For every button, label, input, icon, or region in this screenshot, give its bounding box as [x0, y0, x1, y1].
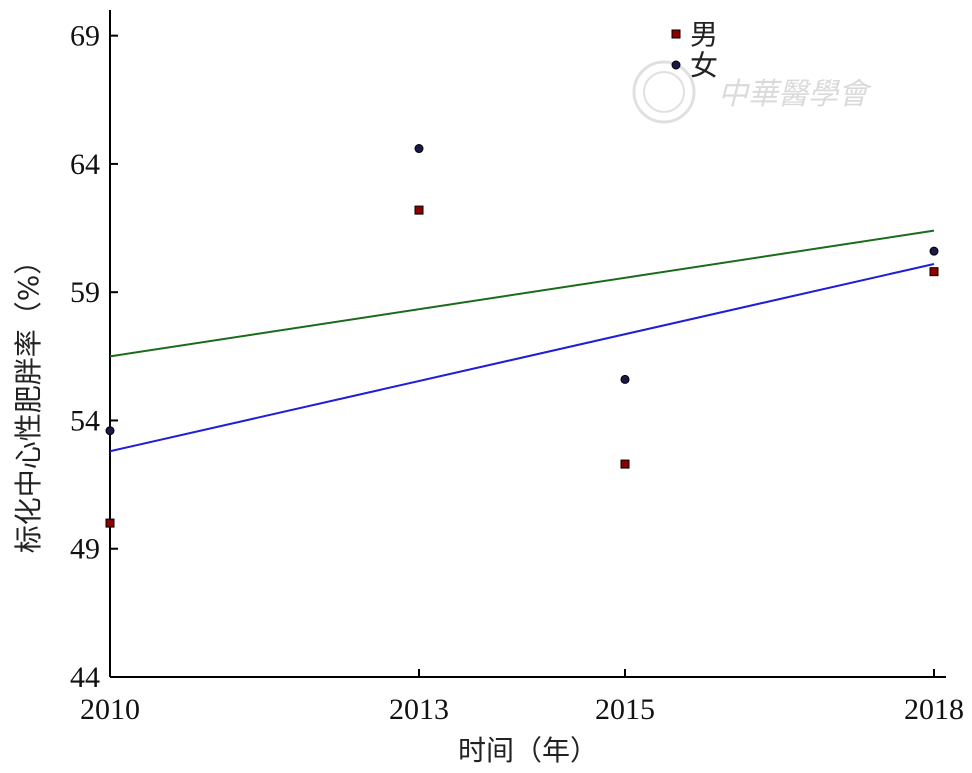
legend-marker-circle	[671, 60, 681, 70]
x-tick-label: 2018	[904, 693, 964, 726]
y-tick-label: 69	[70, 20, 100, 53]
watermark-seal-icon	[632, 60, 696, 124]
data-point-square	[929, 267, 939, 277]
y-tick-label: 59	[70, 276, 100, 309]
x-tick-label: 2010	[80, 693, 140, 726]
watermark-text: 中華醫學會	[718, 77, 872, 112]
x-ticks: 2010 2013 2015 2018	[80, 669, 964, 726]
trend-line-2	[109, 229, 935, 358]
watermark-seal-inner	[643, 71, 685, 113]
data-point-circle	[929, 246, 939, 256]
data-point-circle	[414, 144, 424, 154]
x-axis-title: 时间（年）	[458, 734, 598, 767]
y-tick-label: 49	[70, 533, 100, 566]
x-tick-label: 2013	[389, 693, 449, 726]
data-point-square	[414, 205, 424, 215]
legend-label: 男	[690, 18, 718, 51]
legend-label: 女	[690, 49, 718, 82]
y-tick-label: 64	[70, 148, 100, 181]
watermark: 中華醫學會	[632, 60, 872, 124]
data-point-square	[105, 518, 115, 528]
y-tick-label: 54	[70, 404, 100, 437]
trend-line-1	[109, 262, 935, 453]
y-ticks: 44 49 54 59 64 69	[70, 20, 118, 694]
legend: 男女	[671, 18, 718, 82]
y-axis-title: 标化中心性肥胖率（%）	[12, 247, 45, 554]
legend-marker-square	[671, 29, 681, 39]
data-points	[105, 144, 939, 528]
data-point-circle	[105, 426, 115, 436]
y-tick-label: 44	[70, 661, 100, 694]
data-point-circle	[620, 374, 630, 384]
data-point-square	[620, 459, 630, 469]
trend-lines	[109, 229, 935, 453]
x-tick-label: 2015	[595, 693, 655, 726]
